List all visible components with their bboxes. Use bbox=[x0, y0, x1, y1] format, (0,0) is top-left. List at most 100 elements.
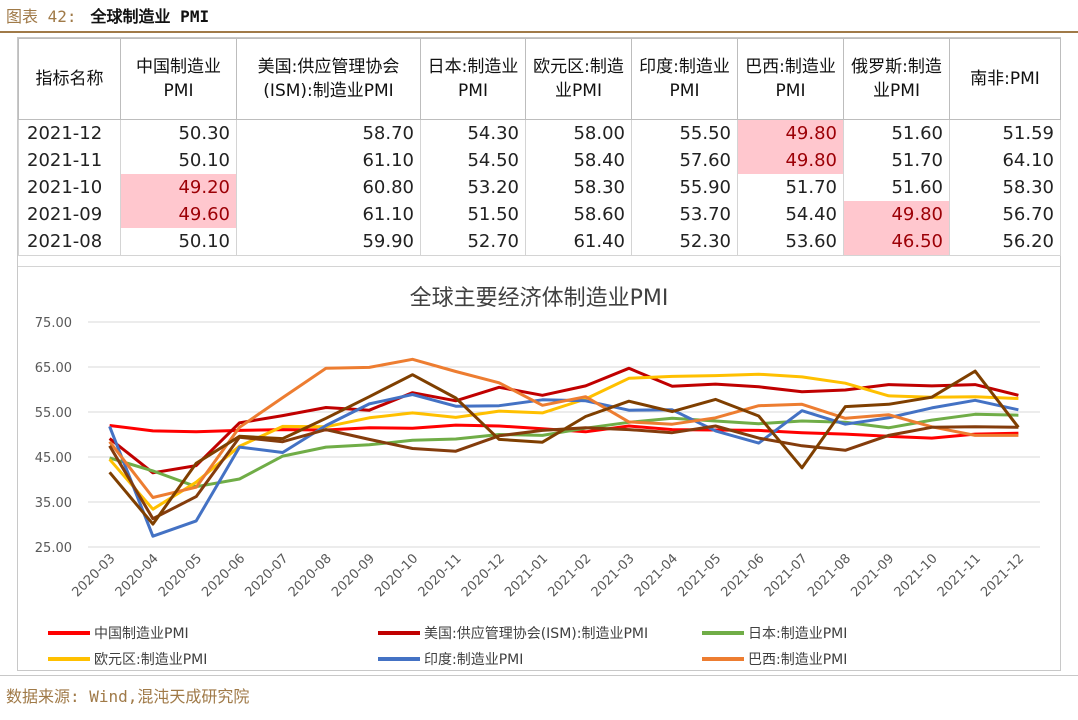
table-cell-value: 52.70 bbox=[467, 231, 519, 252]
table-cell: 52.70 bbox=[420, 228, 526, 256]
table-cell-value: 53.60 bbox=[785, 231, 837, 252]
table-header: 美国:供应管理协会(ISM):制造业PMI bbox=[236, 38, 421, 120]
chart-area: 全球主要经济体制造业PMI 25.00 35.00 45.00 55.00 65.00 75… bbox=[18, 266, 1060, 671]
legend-label: 欧元区:制造业PMI bbox=[94, 652, 207, 668]
x-tick-label: 2020-06 bbox=[199, 551, 248, 600]
table-cell-value: 58.40 bbox=[573, 150, 625, 171]
table-cell: 51.60 bbox=[843, 119, 950, 147]
table-cell: 53.60 bbox=[737, 228, 844, 256]
table-cell-value: 51.70 bbox=[891, 150, 943, 171]
x-tick-label: 2020-11 bbox=[416, 551, 465, 600]
table-cell: 51.60 bbox=[843, 174, 950, 201]
table-header: 巴西:制造业PMI bbox=[737, 38, 844, 120]
table-cell: 61.10 bbox=[236, 201, 421, 228]
table-cell-value: 49.20 bbox=[178, 177, 230, 198]
table-cell: 61.40 bbox=[525, 228, 632, 256]
x-tick-label: 2021-07 bbox=[762, 551, 811, 600]
x-tick-label: 2020-03 bbox=[69, 551, 118, 600]
table-cell: 46.50 bbox=[843, 228, 950, 256]
chart-title: 全球主要经济体制造业PMI bbox=[410, 286, 669, 311]
y-tick-label: 65.00 bbox=[35, 361, 72, 376]
table-header: 日本:制造业PMI bbox=[420, 38, 526, 120]
table-cell-value: 61.10 bbox=[362, 150, 414, 171]
table-cell-value: 49.80 bbox=[785, 123, 837, 144]
table-cell-value: 50.10 bbox=[178, 150, 230, 171]
table-cell: 58.30 bbox=[525, 174, 632, 201]
table-cell: 49.80 bbox=[843, 201, 950, 228]
table-cell-value: 61.40 bbox=[573, 231, 625, 252]
table-cell: 51.70 bbox=[843, 147, 950, 174]
table-cell: 57.60 bbox=[631, 147, 738, 174]
table-cell-value: 58.00 bbox=[573, 123, 625, 144]
x-tick-label: 2020-09 bbox=[329, 551, 378, 600]
bottom-rule bbox=[0, 675, 1078, 676]
x-tick-label: 2021-02 bbox=[545, 551, 594, 600]
table-row: 2021-12 50.30 58.70 54.30 58.00 55.50 49.80 51.… bbox=[18, 119, 1061, 147]
table-cell-value: 54.30 bbox=[467, 123, 519, 144]
table-cell-value: 57.60 bbox=[679, 150, 731, 171]
pmi-table: 指标名称 中国制造业PMI 美国:供应管理协会(ISM):制造业PMI 日本:制… bbox=[18, 38, 1061, 256]
x-tick-label: 2021-05 bbox=[675, 551, 724, 600]
table-row: 2021-11 50.10 61.10 54.50 58.40 57.60 49.80 51.… bbox=[18, 147, 1061, 174]
table-cell: 49.60 bbox=[120, 201, 237, 228]
legend-label: 美国:供应管理协会(ISM):制造业PMI bbox=[424, 625, 648, 642]
series-line bbox=[108, 357, 1019, 499]
table-cell-value: 53.20 bbox=[467, 177, 519, 198]
table-row: 2021-08 50.10 59.90 52.70 61.40 52.30 53.60 46.… bbox=[18, 228, 1061, 256]
table-cell: 56.70 bbox=[949, 201, 1061, 228]
table-cell-value: 60.80 bbox=[362, 177, 414, 198]
pmi-line-chart: 全球主要经济体制造业PMI 25.00 35.00 45.00 55.00 65.00 75… bbox=[35, 286, 1040, 668]
table-cell-value: 50.10 bbox=[178, 231, 230, 252]
legend-label: 中国制造业PMI bbox=[94, 626, 189, 642]
x-tick-label: 2020-04 bbox=[113, 551, 162, 600]
x-tick-label: 2020-10 bbox=[372, 551, 421, 600]
table-cell-value: 58.30 bbox=[573, 177, 625, 198]
table-header: 南非:PMI bbox=[949, 38, 1061, 120]
table-cell-value: 51.60 bbox=[891, 177, 943, 198]
table-cell-date: 2021-10 bbox=[18, 174, 121, 201]
source-note: 数据来源: Wind,混沌天成研究院 bbox=[6, 687, 250, 706]
table-cell: 55.90 bbox=[631, 174, 738, 201]
table-cell-value: 54.50 bbox=[467, 150, 519, 171]
table-cell: 58.30 bbox=[949, 174, 1061, 201]
series-line bbox=[109, 412, 1019, 489]
x-tick-label: 2020-08 bbox=[286, 551, 335, 600]
table-cell: 51.70 bbox=[737, 174, 844, 201]
series-line bbox=[108, 366, 1019, 475]
table-row: 2021-09 49.60 61.10 51.50 58.60 53.70 54.40 49.… bbox=[18, 201, 1061, 228]
x-tick-label: 2020-05 bbox=[156, 551, 205, 600]
legend-label: 日本:制造业PMI bbox=[748, 626, 847, 642]
table-cell-value: 51.50 bbox=[467, 204, 519, 225]
table-cell: 51.59 bbox=[949, 119, 1061, 147]
table-cell-value: 58.70 bbox=[362, 123, 414, 144]
table-cell-value: 54.40 bbox=[785, 204, 837, 225]
table-cell: 50.30 bbox=[120, 119, 237, 147]
table-cell: 52.30 bbox=[631, 228, 738, 256]
table-body: 2021-12 50.30 58.70 54.30 58.00 55.50 49.80 51.… bbox=[18, 119, 1061, 256]
table-row: 2021-10 49.20 60.80 53.20 58.30 55.90 51.70 51.… bbox=[18, 174, 1061, 201]
x-tick-label: 2021-11 bbox=[935, 551, 984, 600]
table-cell-value: 46.50 bbox=[891, 231, 943, 252]
y-tick-label: 35.00 bbox=[35, 496, 72, 511]
figure-frame bbox=[17, 37, 1061, 671]
y-tick-label: 55.00 bbox=[35, 406, 72, 421]
table-cell: 58.40 bbox=[525, 147, 632, 174]
table-cell: 50.10 bbox=[120, 147, 237, 174]
table-cell-date: 2021-09 bbox=[18, 201, 121, 228]
table-cell: 49.20 bbox=[120, 174, 237, 201]
table-cell-value: 59.90 bbox=[362, 231, 414, 252]
table-cell-value: 49.60 bbox=[178, 204, 230, 225]
table-cell: 64.10 bbox=[949, 147, 1061, 174]
x-tick-label: 2021-01 bbox=[502, 551, 551, 600]
table-cell: 56.20 bbox=[949, 228, 1061, 256]
table-header: 指标名称 bbox=[18, 38, 121, 120]
table-cell: 53.20 bbox=[420, 174, 526, 201]
table-cell: 60.80 bbox=[236, 174, 421, 201]
y-tick-label: 75.00 bbox=[35, 316, 72, 331]
table-cell: 58.70 bbox=[236, 119, 421, 147]
table-cell: 59.90 bbox=[236, 228, 421, 256]
table-cell-value: 53.70 bbox=[679, 204, 731, 225]
table-cell: 55.50 bbox=[631, 119, 738, 147]
table-cell: 54.40 bbox=[737, 201, 844, 228]
top-rule bbox=[0, 31, 1078, 33]
